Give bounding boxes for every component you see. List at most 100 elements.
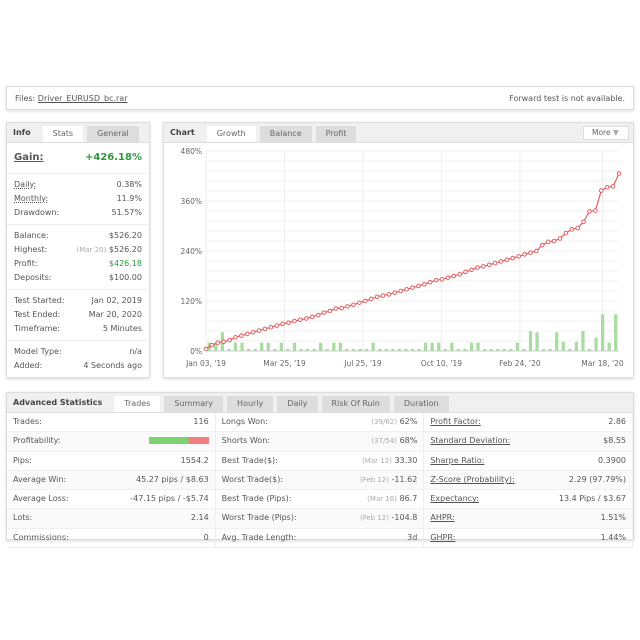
growth-point[interactable] <box>439 277 445 282</box>
growth-point[interactable] <box>327 308 333 314</box>
growth-point[interactable] <box>339 305 344 311</box>
growth-point[interactable] <box>575 225 581 231</box>
stat-label[interactable]: Expectancy: <box>430 494 479 504</box>
growth-point[interactable] <box>593 208 598 213</box>
growth-point[interactable] <box>451 273 457 279</box>
growth-point[interactable] <box>404 287 409 292</box>
growth-point[interactable] <box>245 331 250 337</box>
growth-point[interactable] <box>416 283 421 289</box>
growth-point[interactable] <box>498 259 504 264</box>
growth-point[interactable] <box>492 260 498 266</box>
growth-point[interactable] <box>599 188 604 193</box>
growth-point[interactable] <box>262 326 268 332</box>
tab-hourly[interactable]: Hourly <box>227 396 274 412</box>
stat-label[interactable]: Daily: <box>14 180 37 189</box>
growth-point[interactable] <box>398 288 403 294</box>
growth-point[interactable] <box>569 227 575 232</box>
growth-point[interactable] <box>357 300 362 305</box>
growth-point[interactable] <box>433 277 439 283</box>
growth-point[interactable] <box>304 316 309 321</box>
growth-point[interactable] <box>510 255 516 261</box>
growth-point[interactable] <box>486 262 492 268</box>
growth-point[interactable] <box>516 254 522 259</box>
tab-stats[interactable]: Stats <box>42 126 84 142</box>
more-dropdown[interactable]: More ▼ <box>583 126 629 140</box>
info-panel: Info Stats General Gain: +426.18% Daily:… <box>6 122 150 378</box>
growth-point[interactable] <box>504 257 510 263</box>
growth-point[interactable] <box>321 310 327 315</box>
stat-value: 1554.2 <box>180 455 209 465</box>
growth-point[interactable] <box>280 321 285 327</box>
growth-point[interactable] <box>221 339 227 345</box>
growth-point[interactable] <box>380 293 386 298</box>
growth-point[interactable] <box>427 279 433 285</box>
file-link[interactable]: Driver_EURUSD_bc.rar <box>37 93 128 103</box>
growth-point[interactable] <box>587 209 592 214</box>
stat-value: 4 Seconds ago <box>83 361 142 370</box>
growth-point[interactable] <box>386 292 392 297</box>
growth-point[interactable] <box>345 304 350 309</box>
stat-label[interactable]: GHPR: <box>430 532 456 542</box>
tab-profit[interactable]: Profit <box>315 126 357 142</box>
growth-point[interactable] <box>315 312 321 318</box>
growth-point[interactable] <box>604 184 610 190</box>
growth-point[interactable] <box>286 320 291 325</box>
stat-label[interactable]: Standard Deviation: <box>430 436 511 446</box>
tab-trades[interactable]: Trades <box>114 396 161 412</box>
growth-point[interactable] <box>410 285 415 290</box>
growth-point[interactable] <box>292 318 297 324</box>
stat-label[interactable]: Sharpe Ratio: <box>430 455 485 465</box>
growth-point[interactable] <box>309 314 315 320</box>
growth-point[interactable] <box>227 337 232 343</box>
growth-point[interactable] <box>298 317 303 323</box>
growth-point[interactable] <box>534 248 539 254</box>
growth-point[interactable] <box>256 328 262 333</box>
growth-point[interactable] <box>616 171 622 176</box>
growth-point[interactable] <box>203 346 209 352</box>
growth-point[interactable] <box>351 302 356 308</box>
growth-point[interactable] <box>463 269 468 275</box>
growth-point[interactable] <box>469 267 474 273</box>
stat-row: Test Ended: Mar 20, 2020 <box>14 308 142 322</box>
tab-daily[interactable]: Daily <box>277 396 318 412</box>
growth-point[interactable] <box>363 298 368 304</box>
growth-point[interactable] <box>475 265 480 270</box>
tab-risk-of-ruin[interactable]: Risk Of Ruin <box>321 396 390 412</box>
growth-point[interactable] <box>540 242 545 248</box>
growth-point[interactable] <box>250 329 256 335</box>
growth-point[interactable] <box>522 252 527 257</box>
growth-point[interactable] <box>333 306 339 311</box>
growth-point[interactable] <box>581 219 586 225</box>
growth-point[interactable] <box>268 324 274 330</box>
growth-point[interactable] <box>374 294 380 300</box>
growth-point[interactable] <box>528 250 533 255</box>
growth-point[interactable] <box>557 236 563 241</box>
growth-point[interactable] <box>422 282 427 287</box>
growth-point[interactable] <box>239 333 244 338</box>
stat-label[interactable]: Profit Factor: <box>430 417 481 426</box>
growth-point[interactable] <box>368 296 374 302</box>
growth-point[interactable] <box>563 230 569 236</box>
growth-point[interactable] <box>233 334 238 340</box>
growth-point[interactable] <box>610 184 616 189</box>
growth-point[interactable] <box>209 342 215 348</box>
gain-label[interactable]: Gain: <box>14 152 44 163</box>
stat-label[interactable]: Monthly: <box>14 194 49 203</box>
growth-point[interactable] <box>551 238 557 244</box>
stat-label[interactable]: Z-Score (Probability): <box>430 474 515 484</box>
tab-general[interactable]: General <box>87 126 139 142</box>
growth-point[interactable] <box>457 272 463 277</box>
growth-point[interactable] <box>392 290 398 295</box>
tab-summary[interactable]: Summary <box>164 396 224 412</box>
stat-label[interactable]: AHPR: <box>430 513 455 523</box>
tab-growth[interactable]: Growth <box>206 126 256 142</box>
growth-point[interactable] <box>274 323 280 328</box>
tab-duration[interactable]: Duration <box>393 396 449 412</box>
tab-balance[interactable]: Balance <box>259 126 312 142</box>
growth-point[interactable] <box>215 340 221 345</box>
growth-point[interactable] <box>445 275 451 280</box>
advanced-statistics-panel: Advanced Statistics Trades Summary Hourly Da… <box>6 392 634 549</box>
growth-point[interactable] <box>481 264 486 269</box>
growth-point[interactable] <box>545 239 551 245</box>
profit-bar <box>502 348 506 351</box>
